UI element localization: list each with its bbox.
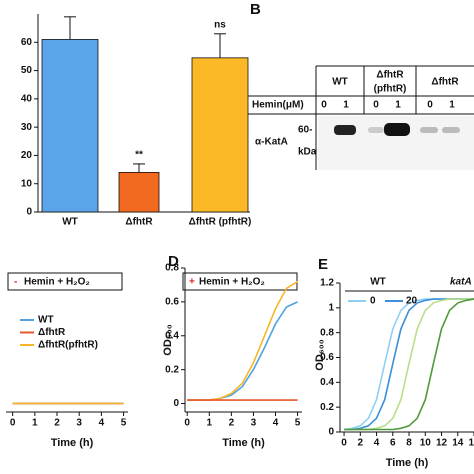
y-tick-label: 1 xyxy=(328,302,334,313)
panel-label: E xyxy=(318,256,328,273)
y-tick-label: 60 xyxy=(21,37,33,48)
hemin-dose: 1 xyxy=(395,100,401,111)
x-tick-label: 4 xyxy=(374,438,380,449)
y-tick-label: 50 xyxy=(21,65,33,76)
lane-label: ΔfhtR xyxy=(431,77,459,88)
x-tick-label: 16 xyxy=(468,438,474,449)
series-line xyxy=(344,298,474,431)
significance: ns xyxy=(214,19,226,30)
y-axis-title: OD₆₀₀ xyxy=(162,324,174,355)
x-tick-label: 12 xyxy=(436,438,448,449)
y-tick-label: 0 xyxy=(173,398,179,409)
x-tick-label: ΔfhtR (pfhtR) xyxy=(189,217,252,228)
condition: Hemin + H₂O₂ xyxy=(24,277,90,288)
legend-label: 0 xyxy=(370,296,376,307)
x-tick-label: 2 xyxy=(358,438,364,449)
hemin-dose: 0 xyxy=(373,100,379,111)
y-tick-label: 0.8 xyxy=(320,327,334,338)
y-tick-label: 0.2 xyxy=(165,364,179,375)
condition-sign: - xyxy=(14,277,17,288)
condition-box xyxy=(7,272,123,291)
x-tick-label: 14 xyxy=(452,438,464,449)
marker-label: 60- xyxy=(298,125,312,136)
x-tick-label: 3 xyxy=(251,418,257,429)
x-tick-label: 0 xyxy=(341,438,347,449)
x-tick-label: 5 xyxy=(121,418,127,429)
y-tick-label: 0.6 xyxy=(165,297,179,308)
row-label: Hemin(μM) xyxy=(252,100,304,111)
legend-label: ΔfhtR xyxy=(38,327,66,338)
x-tick-label: 2 xyxy=(54,418,60,429)
x-tick-label: ΔfhtR xyxy=(125,217,153,228)
antibody-label: α-KatA xyxy=(255,137,288,148)
x-tick-label: 4 xyxy=(273,418,279,429)
x-tick-label: 6 xyxy=(390,438,396,449)
blot-band xyxy=(334,125,356,135)
blot-band xyxy=(442,127,460,133)
x-tick-label: 5 xyxy=(295,418,301,429)
series-line xyxy=(187,301,298,401)
y-tick-label: 10 xyxy=(21,178,33,189)
lane-label: WT xyxy=(332,77,348,88)
condition-sign: + xyxy=(189,277,195,288)
significance: ** xyxy=(135,150,143,161)
series-line xyxy=(187,280,299,401)
y-axis-title: OD₆₀₀ xyxy=(314,339,326,370)
blot-band xyxy=(420,127,438,133)
legend-label: WT xyxy=(38,315,54,326)
x-tick-label: 3 xyxy=(76,418,82,429)
x-axis-title: Time (h) xyxy=(386,457,429,469)
legend-label: 20 xyxy=(406,296,418,307)
series-line xyxy=(344,298,474,431)
legend-group: katA xyxy=(450,277,472,288)
y-tick-label: 1.2 xyxy=(320,278,334,289)
x-axis-title: Time (h) xyxy=(222,437,265,449)
panel-label: D xyxy=(168,253,179,270)
panel-label: B xyxy=(250,1,261,18)
x-tick-label: 10 xyxy=(420,438,432,449)
x-axis-title: Time (h) xyxy=(51,437,94,449)
lane-label: ΔfhtR xyxy=(376,70,404,81)
legend-label: ΔfhtR(pfhtR) xyxy=(38,340,98,351)
bar xyxy=(41,39,99,213)
x-tick-label: 0 xyxy=(10,418,16,429)
y-tick-label: 0.6 xyxy=(320,352,334,363)
x-tick-label: 2 xyxy=(229,418,235,429)
legend-group: WT xyxy=(370,277,386,288)
y-tick-label: 0 xyxy=(328,427,334,438)
x-tick-label: 1 xyxy=(207,418,213,429)
bar xyxy=(118,171,160,213)
hemin-dose: 0 xyxy=(427,100,433,111)
condition: Hemin + H₂O₂ xyxy=(199,277,265,288)
x-tick-label: 0 xyxy=(184,418,190,429)
y-tick-label: 0 xyxy=(26,207,32,218)
x-tick-label: WT xyxy=(62,217,78,228)
lane-label: (pfhtR) xyxy=(374,84,407,95)
x-tick-label: 8 xyxy=(406,438,412,449)
y-tick-label: 30 xyxy=(21,122,33,133)
y-tick-label: 0.8 xyxy=(165,263,179,274)
y-tick-label: 0.2 xyxy=(320,402,334,413)
bar xyxy=(191,57,249,213)
hemin-dose: 1 xyxy=(449,100,455,111)
blot-band xyxy=(368,127,384,133)
y-tick-label: 20 xyxy=(21,150,33,161)
hemin-dose: 1 xyxy=(343,100,349,111)
hemin-dose: 0 xyxy=(321,100,327,111)
blot-band xyxy=(384,123,410,136)
unit-label: kDa xyxy=(298,147,317,158)
y-tick-label: 0.4 xyxy=(320,377,334,388)
y-tick-label: 40 xyxy=(21,93,33,104)
x-tick-label: 1 xyxy=(32,418,38,429)
x-tick-label: 4 xyxy=(99,418,105,429)
y-tick-label: 0.4 xyxy=(165,330,179,341)
